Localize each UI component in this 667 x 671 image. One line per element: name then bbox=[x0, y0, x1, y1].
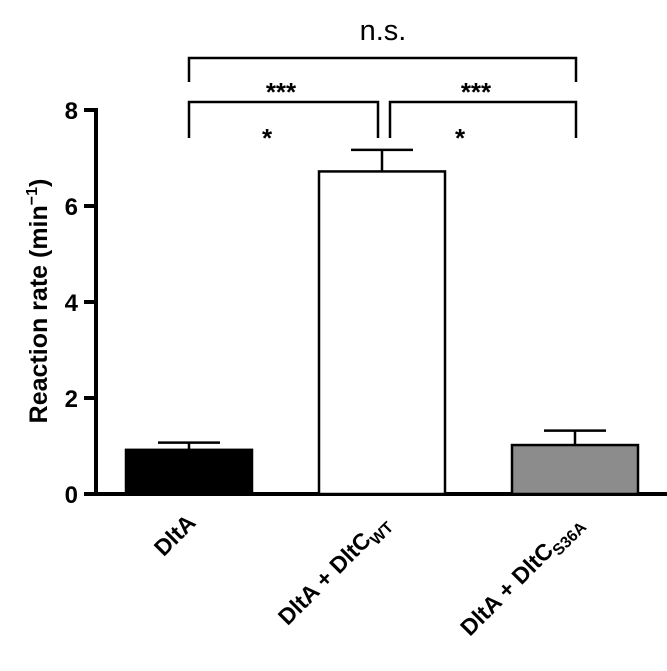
bracket-ns bbox=[187, 56, 578, 82]
significance-label-right-triple: *** bbox=[461, 77, 492, 107]
y-ticks: 0 2 4 6 8 bbox=[65, 98, 96, 509]
y-tick-label: 4 bbox=[65, 290, 79, 317]
x-tick-label-subscript: S36A bbox=[550, 519, 591, 560]
x-tick-label: DltA bbox=[149, 509, 201, 561]
significance-label-ns: n.s. bbox=[360, 15, 407, 47]
significance-label-left-single: * bbox=[262, 123, 273, 153]
bar bbox=[124, 448, 254, 496]
error-bars bbox=[158, 148, 606, 450]
x-tick-label-main: DltA + DltC bbox=[273, 527, 376, 630]
x-tick-label-main: DltA + DltC bbox=[455, 537, 558, 640]
y-tick-label: 8 bbox=[65, 98, 78, 125]
y-tick-label: 0 bbox=[65, 482, 78, 509]
y-axis-label: Reaction rate (min−1) bbox=[24, 179, 53, 424]
y-axis-label-close: ) bbox=[25, 179, 53, 187]
x-tick-label: DltA + DltCS36A bbox=[455, 509, 590, 644]
bar bbox=[317, 170, 447, 496]
y-tick-label: 6 bbox=[65, 194, 78, 221]
significance-brackets: n.s. *** *** * * bbox=[187, 15, 578, 153]
y-axis-label-main: Reaction rate (min bbox=[25, 205, 53, 423]
bracket-left-outer bbox=[187, 100, 380, 138]
y-tick-label: 2 bbox=[65, 386, 78, 413]
bars bbox=[124, 170, 640, 496]
y-axis-label-superscript: −1 bbox=[24, 187, 41, 205]
bracket-right-outer bbox=[388, 100, 578, 138]
significance-label-left-triple: *** bbox=[266, 77, 297, 107]
x-tick-label-main: DltA bbox=[149, 509, 201, 561]
significance-label-right-single: * bbox=[455, 123, 466, 153]
x-tick-label: DltA + DltCWT bbox=[273, 509, 397, 633]
bar bbox=[510, 443, 640, 496]
